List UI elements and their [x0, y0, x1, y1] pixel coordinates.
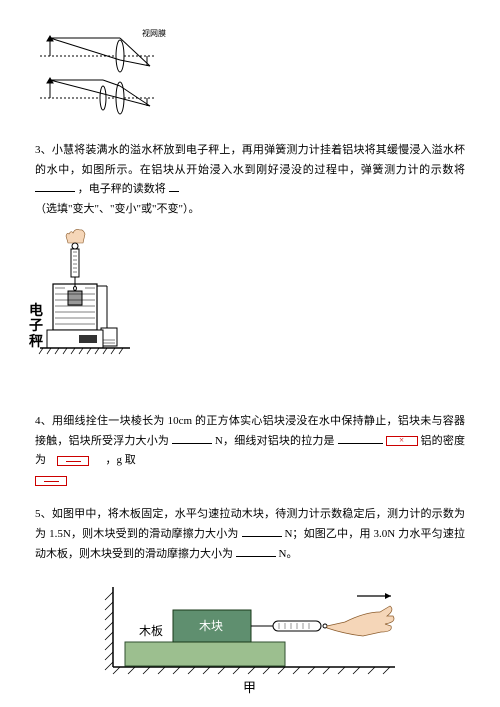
friction-svg: 木板 木块 甲 [95, 582, 405, 697]
q5-blank-1 [242, 526, 282, 537]
question-4: 4、用细线拴住一块棱长为 10cm 的正方体实心铝块浸没在水中保持静止，铝块未与… [35, 412, 465, 491]
caption-label: 甲 [243, 680, 256, 695]
q4-blank-1 [172, 433, 212, 444]
friction-figure: 木板 木块 甲 [35, 582, 465, 705]
lens-diagram-figure: 视网膜 [35, 28, 465, 126]
scale-beaker-figure: 电子秤 [35, 228, 465, 427]
q4-blank-2 [338, 433, 383, 444]
q3-text-c: （选填"变大"、"变小"或"不变"）。 [35, 203, 199, 215]
q3-blank-2 [169, 181, 179, 192]
block-label: 木块 [199, 619, 223, 633]
redbox-1 [386, 436, 418, 446]
redbox-2 [57, 456, 89, 466]
q5-blank-2 [236, 546, 276, 557]
q4-text-b: N，细线对铝块的拉力是 [215, 435, 335, 447]
q4-text-d: ，g 取 [106, 454, 136, 466]
q3-blank-1 [35, 181, 75, 192]
lens-diagram-svg: 视网膜 [35, 28, 175, 118]
redbox-3 [35, 476, 67, 486]
scale-label: 电子秤 [29, 304, 49, 355]
q5-text-c: N。 [279, 548, 298, 560]
scale-label-text: 电子秤 [29, 304, 43, 350]
question-3: 3、小慧将装满水的溢水杯放到电子秤上，再用弹簧测力计挂着铝块将其缓慢浸入溢水杯的… [35, 141, 465, 220]
q3-text-b: ，电子秤的读数将 [78, 183, 166, 195]
scale-svg [35, 228, 145, 368]
retina-label-top: 视网膜 [142, 28, 166, 38]
question-5: 5、如图甲中，将木板固定，水平匀速拉动木块，待测力计示数稳定后，测力计的示数为为… [35, 505, 465, 564]
q3-text-a: 3、小慧将装满水的溢水杯放到电子秤上，再用弹簧测力计挂着铝块将其缓慢浸入溢水杯的… [35, 144, 465, 176]
board-label: 木板 [139, 624, 163, 638]
